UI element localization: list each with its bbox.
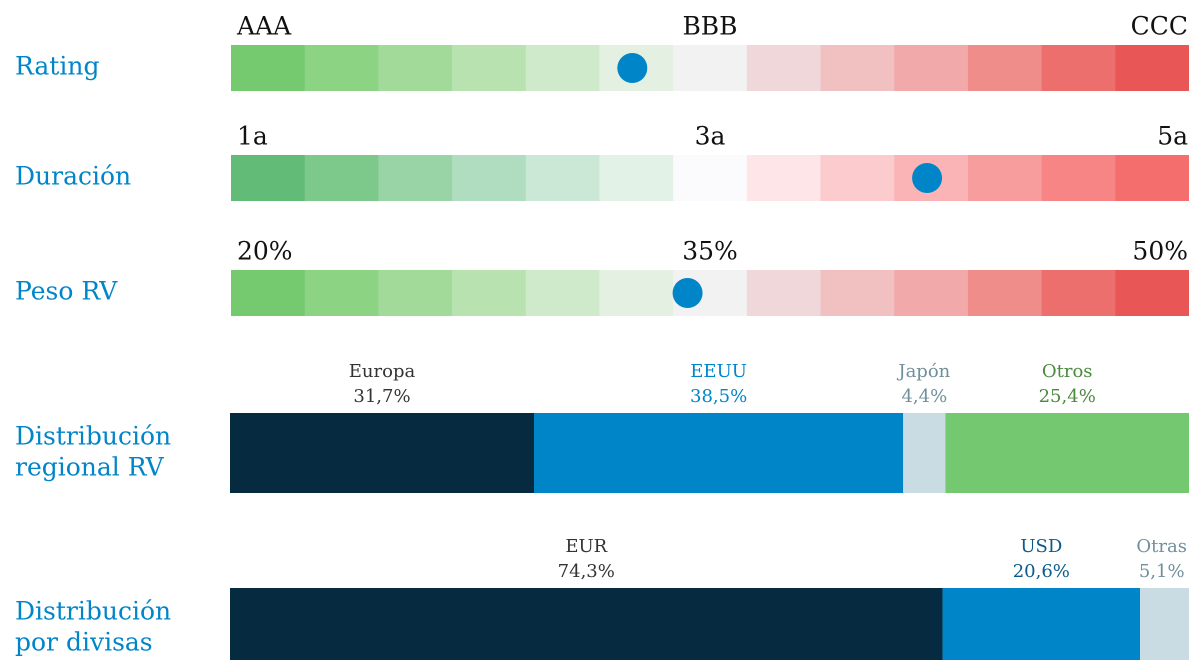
scale-label: CCC — [1131, 12, 1188, 41]
scale-cell — [1115, 270, 1189, 316]
row-label: Peso RV — [15, 277, 118, 306]
scale-cell — [304, 155, 379, 201]
scale-label: BBB — [682, 12, 737, 41]
row-label: Distribución — [15, 597, 171, 626]
segment-value: 31,7% — [353, 386, 410, 407]
scale-cell — [967, 45, 1043, 91]
scale-cell — [746, 155, 822, 201]
scale-cell — [820, 270, 895, 316]
scale-cell — [746, 270, 822, 316]
scale-cell — [820, 155, 895, 201]
scale-cell — [231, 155, 306, 201]
scale-cell — [378, 45, 453, 91]
scale-cell — [599, 155, 674, 201]
scale-label: 35% — [682, 237, 738, 266]
row-label: por divisas — [15, 628, 153, 657]
segment-name: Otros — [1042, 361, 1093, 382]
position-marker — [617, 53, 648, 83]
segment — [1140, 588, 1189, 660]
scale-cell — [452, 155, 527, 201]
scale-cell — [525, 45, 600, 91]
row-label: Distribución — [15, 422, 171, 451]
scale-label: 3a — [695, 122, 726, 151]
scale-cell — [599, 270, 674, 316]
scale-cell — [1041, 155, 1116, 201]
segment-name: Japón — [896, 361, 950, 382]
position-marker — [912, 163, 943, 193]
segment-value: 20,6% — [1013, 561, 1070, 582]
scale-label: 5a — [1157, 122, 1188, 151]
segment — [230, 413, 535, 493]
segment-name: EUR — [565, 536, 607, 557]
scale-cell — [820, 45, 895, 91]
segment — [945, 413, 1189, 493]
scale-cell — [231, 270, 306, 316]
scale-cell — [378, 155, 453, 201]
scale-cell — [1041, 45, 1116, 91]
segment-value: 38,5% — [690, 386, 747, 407]
scale-cell — [1115, 45, 1189, 91]
scale-cell — [525, 270, 600, 316]
scale-cell — [304, 45, 379, 91]
segment — [534, 413, 904, 493]
scale-cell — [673, 155, 748, 201]
segment-name: USD — [1020, 536, 1062, 557]
segment-value: 25,4% — [1039, 386, 1096, 407]
scale-cell — [673, 45, 748, 91]
scale-cell — [967, 270, 1043, 316]
segment-value: 74,3% — [558, 561, 615, 582]
segment-value: 4,4% — [901, 386, 947, 407]
segment — [230, 588, 943, 660]
segment-name: Europa — [349, 361, 416, 382]
scale-label: 1a — [237, 122, 268, 151]
scale-cell — [304, 270, 379, 316]
scale-cell — [894, 45, 969, 91]
scale-cell — [525, 155, 600, 201]
scale-label: 20% — [237, 237, 293, 266]
scale-label: 50% — [1132, 237, 1188, 266]
position-marker — [672, 278, 703, 308]
scale-cell — [452, 45, 527, 91]
segment-name: Otras — [1136, 536, 1187, 557]
scale-cell — [231, 45, 306, 91]
scale-cell — [1115, 155, 1189, 201]
row-label: regional RV — [15, 453, 165, 482]
scale-cell — [1041, 270, 1116, 316]
segment — [942, 588, 1141, 660]
scale-cell — [894, 270, 969, 316]
scale-label: AAA — [236, 12, 292, 41]
scale-cell — [452, 270, 527, 316]
row-label: Duración — [15, 162, 131, 191]
segment-name: EEUU — [690, 361, 747, 382]
segment-value: 5,1% — [1139, 561, 1185, 582]
row-label: Rating — [15, 52, 99, 81]
scale-cell — [967, 155, 1043, 201]
segment — [903, 413, 946, 493]
scale-cell — [378, 270, 453, 316]
scale-cell — [746, 45, 822, 91]
